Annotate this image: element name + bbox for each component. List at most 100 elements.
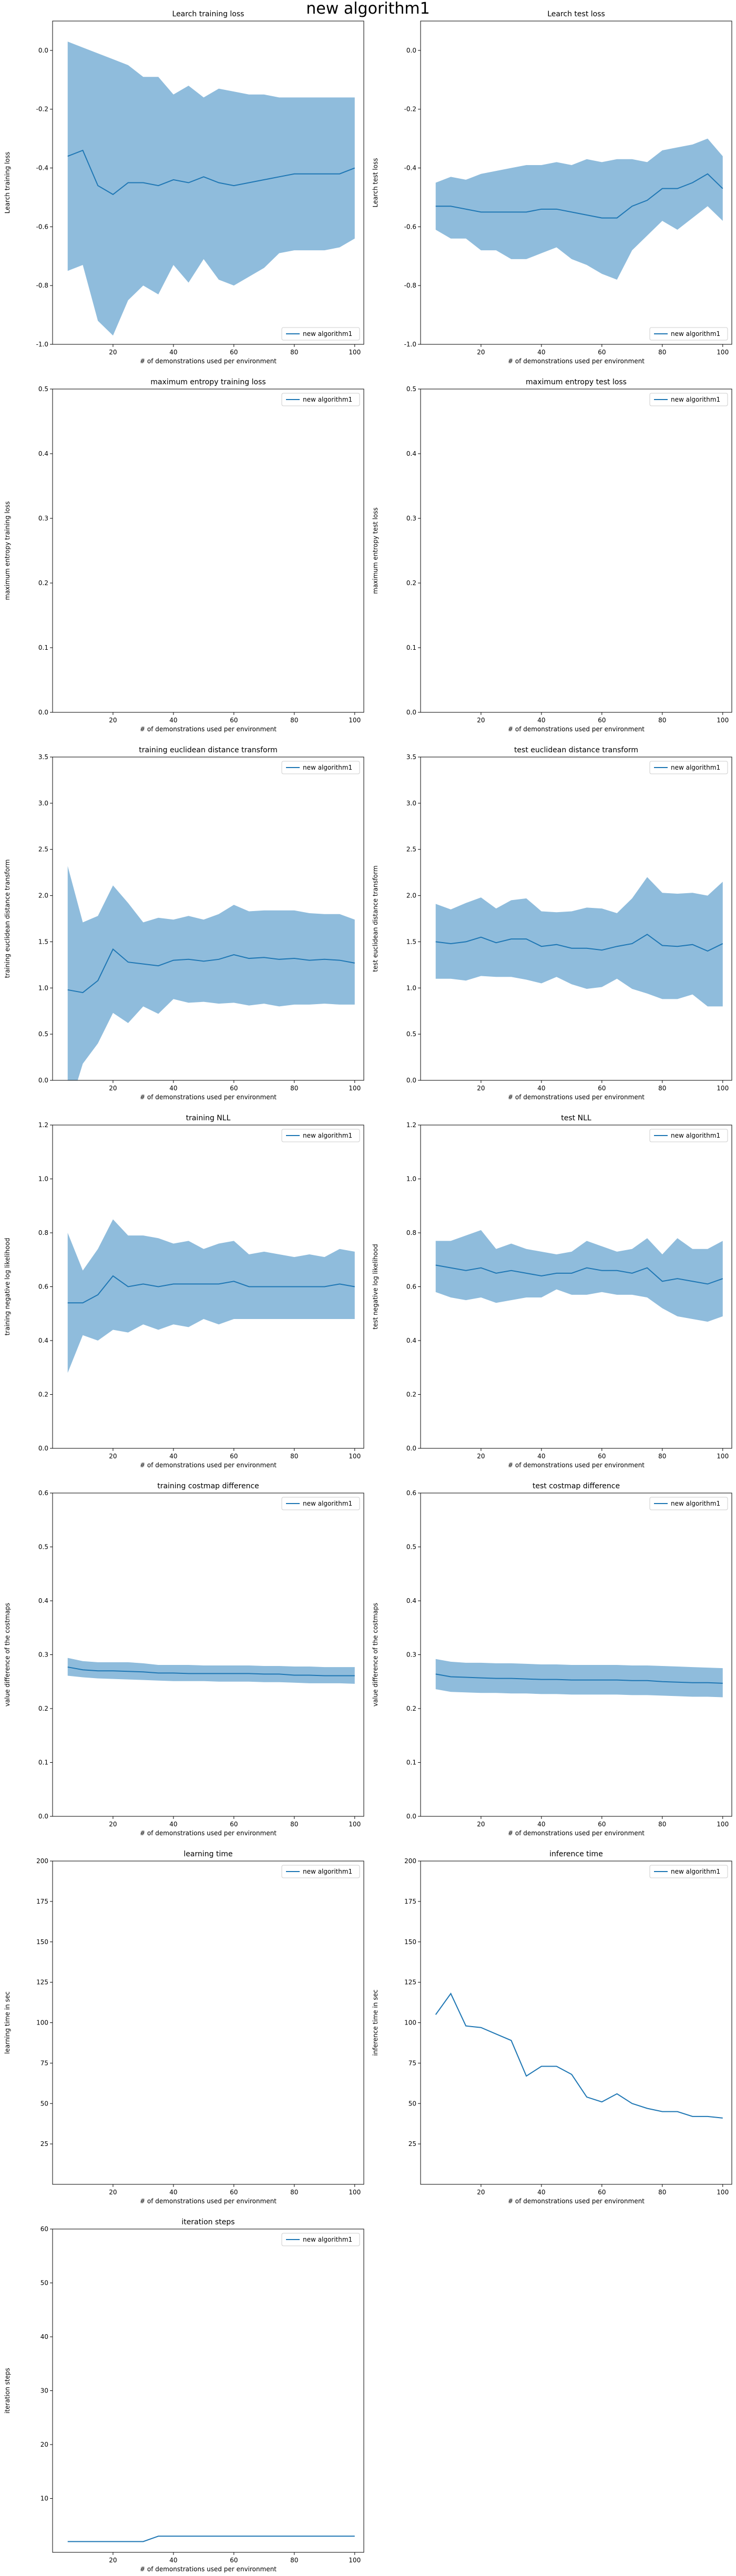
x-tick-label: 20 xyxy=(477,717,485,724)
chart-title: training NLL xyxy=(186,1114,231,1122)
x-tick-label: 60 xyxy=(598,349,606,356)
chart-panel: 20 40 60 80 100 10 20 30 40 50 60 iteration steps # … xyxy=(0,2208,368,2576)
x-tick-label: 20 xyxy=(477,1085,485,1092)
y-tick-label: 0.2 xyxy=(38,1705,48,1712)
chart-panel: 20 40 60 80 100 0.0 0.5 1.0 1.5 2.0 2.5 3.0 3.5 test … xyxy=(368,736,736,1104)
y-axis-label: value difference of the costmaps xyxy=(372,1603,379,1706)
x-axis-label: # of demonstrations used per environment xyxy=(508,2197,645,2205)
x-tick-label: 60 xyxy=(598,1085,606,1092)
y-axis-label: maximum entropy training loss xyxy=(4,502,11,600)
axes-frame xyxy=(420,389,732,713)
x-tick-label: 80 xyxy=(290,2189,298,2196)
x-tick-label: 60 xyxy=(598,1821,606,1828)
legend-label: new algorithm1 xyxy=(671,396,720,403)
y-tick-label: 0.0 xyxy=(38,709,48,716)
y-tick-label: 0.5 xyxy=(406,1543,416,1551)
legend: new algorithm1 xyxy=(281,327,360,341)
x-tick-label: 60 xyxy=(230,2557,238,2564)
confidence-band xyxy=(435,138,723,280)
x-axis-label: # of demonstrations used per environment xyxy=(140,725,277,733)
legend-label: new algorithm1 xyxy=(671,1500,720,1507)
y-tick-label: 0.0 xyxy=(406,709,416,716)
x-tick-label: 100 xyxy=(717,1821,729,1828)
x-tick-label: 40 xyxy=(537,717,545,724)
chart-title: Learch test loss xyxy=(547,10,605,18)
chart-title: training costmap difference xyxy=(157,1482,259,1490)
y-tick-label: 2.0 xyxy=(406,892,416,899)
y-tick-label: -0.6 xyxy=(36,223,48,230)
y-tick-label: 25 xyxy=(408,2140,416,2148)
y-tick-label: 2.5 xyxy=(38,846,48,853)
x-tick-label: 60 xyxy=(230,1085,238,1092)
chart-svg: 20 40 60 80 100 0.0 0.2 0.4 0.6 0.8 1.0 1.2 training… xyxy=(4,1114,364,1469)
chart-panel: 20 40 60 80 100 0.0 0.1 0.2 0.3 0.4 0.5 0.6 test cos… xyxy=(368,1472,736,1840)
y-axis-label: training negative log likelihood xyxy=(4,1238,11,1336)
chart-svg: 20 40 60 80 100 0.0 0.1 0.2 0.3 0.4 0.5 maximum ent… xyxy=(372,378,732,733)
y-tick-label: 0.6 xyxy=(406,1489,416,1497)
y-tick-label: 0.6 xyxy=(406,1283,416,1291)
axes-frame xyxy=(420,21,732,345)
y-tick-label: 0.1 xyxy=(38,644,48,651)
x-tick-label: 100 xyxy=(349,1453,361,1460)
y-tick-label: -0.8 xyxy=(36,282,48,289)
y-tick-label: 0.0 xyxy=(38,47,48,54)
chart-svg: 20 40 60 80 100 0.0 0.5 1.0 1.5 2.0 2.5 3.0 3.5 train… xyxy=(4,746,364,1101)
x-axis-label: # of demonstrations used per environment xyxy=(508,1093,645,1101)
x-tick-label: 80 xyxy=(290,717,298,724)
x-tick-label: 60 xyxy=(230,1453,238,1460)
plot-area xyxy=(67,866,355,1080)
chart-title: test euclidean distance transform xyxy=(514,746,638,754)
x-tick-label: 60 xyxy=(230,2189,238,2196)
y-tick-label: 1.0 xyxy=(38,1175,48,1183)
y-tick-label: -0.4 xyxy=(36,165,48,172)
confidence-band xyxy=(435,1659,723,1698)
legend-label: new algorithm1 xyxy=(303,2236,352,2243)
x-tick-label: 40 xyxy=(537,1085,545,1092)
y-axis-label: test negative log likelihood xyxy=(372,1244,379,1329)
y-tick-label: 0.1 xyxy=(406,1759,416,1766)
x-tick-label: 80 xyxy=(658,1453,666,1460)
chart-panel: 20 40 60 80 100 0.0 0.1 0.2 0.3 0.4 0.5 maximum ent… xyxy=(368,368,736,736)
y-tick-label: 100 xyxy=(36,2019,48,2027)
x-tick-label: 100 xyxy=(717,349,729,356)
y-tick-label: 3.5 xyxy=(406,753,416,761)
y-tick-label: 0.2 xyxy=(406,1705,416,1712)
y-tick-label: 0.0 xyxy=(406,1077,416,1084)
chart-title: training euclidean distance transform xyxy=(139,746,277,754)
y-axis-label: value difference of the costmaps xyxy=(4,1603,11,1706)
y-tick-label: 0.4 xyxy=(38,1597,48,1604)
y-tick-label: 125 xyxy=(36,1979,48,1986)
x-tick-label: 100 xyxy=(349,2189,361,2196)
x-tick-label: 20 xyxy=(109,2189,117,2196)
chart-title: iteration steps xyxy=(181,2218,234,2226)
chart-panel: 20 40 60 80 100 0.0 0.1 0.2 0.3 0.4 0.5 maximum ent… xyxy=(0,368,368,736)
x-axis-label: # of demonstrations used per environment xyxy=(508,725,645,733)
axes-frame xyxy=(52,21,364,345)
axes-frame xyxy=(420,1493,732,1817)
x-tick-label: 60 xyxy=(598,2189,606,2196)
y-tick-label: 0.5 xyxy=(38,385,48,393)
chart-panel: 20 40 60 80 100 -1.0 -0.8 -0.6 -0.4 -0.2 0.0 Learch… xyxy=(0,0,368,368)
x-tick-label: 20 xyxy=(109,717,117,724)
legend: new algorithm1 xyxy=(281,393,360,406)
figure-title: new algorithm1 xyxy=(306,0,430,18)
x-tick-label: 20 xyxy=(477,1821,485,1828)
y-tick-label: 3.5 xyxy=(38,753,48,761)
y-tick-label: 0.8 xyxy=(38,1229,48,1236)
chart-title: test NLL xyxy=(561,1114,591,1122)
chart-panel: 20 40 60 80 100 0.0 0.5 1.0 1.5 2.0 2.5 3.0 3.5 train… xyxy=(0,736,368,1104)
legend: new algorithm1 xyxy=(281,761,360,774)
y-tick-label: 1.5 xyxy=(406,938,416,945)
y-tick-label: 1.5 xyxy=(38,938,48,945)
y-tick-label: 200 xyxy=(36,1857,48,1865)
axes-frame xyxy=(52,389,364,713)
x-tick-label: 20 xyxy=(477,349,485,356)
confidence-band xyxy=(67,1219,355,1373)
x-tick-label: 20 xyxy=(477,2189,485,2196)
axes-frame xyxy=(52,1861,364,2185)
x-tick-label: 100 xyxy=(717,717,729,724)
y-tick-label: 0.3 xyxy=(38,515,48,522)
legend-label: new algorithm1 xyxy=(671,1132,720,1139)
legend: new algorithm1 xyxy=(649,1129,728,1142)
x-tick-label: 100 xyxy=(349,1085,361,1092)
